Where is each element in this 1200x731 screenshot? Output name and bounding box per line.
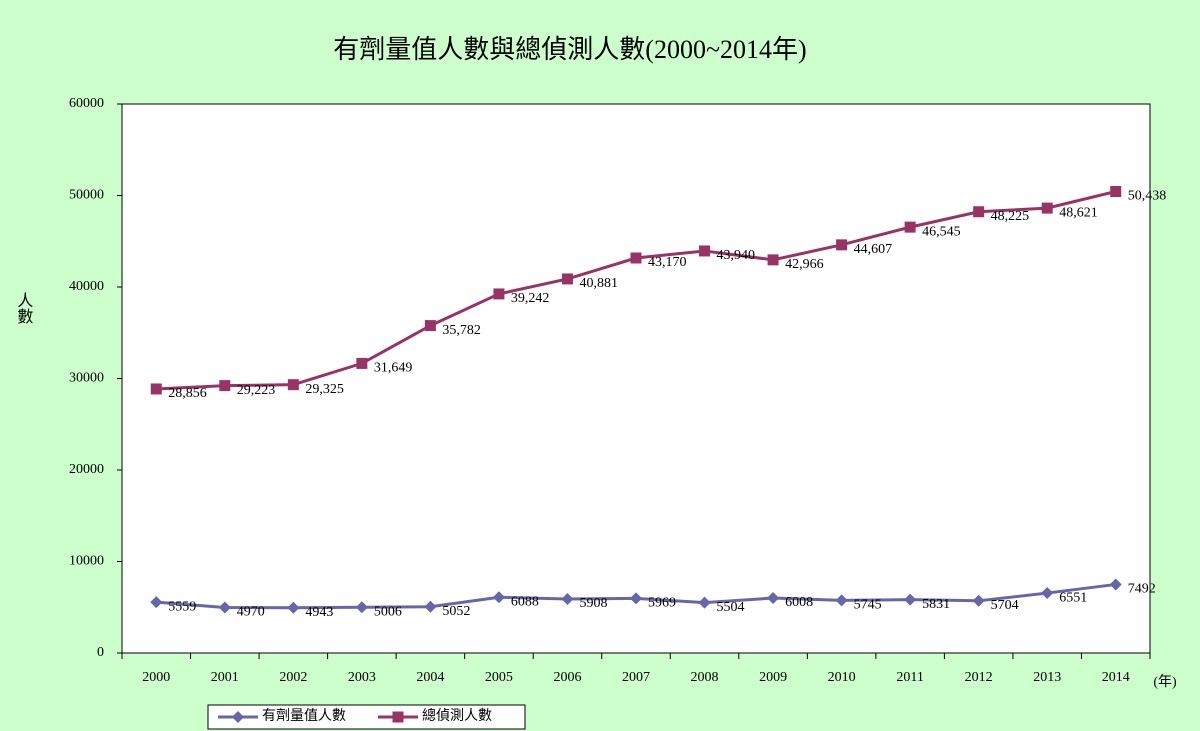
- data-label: 43,170: [648, 255, 687, 270]
- marker: [767, 254, 779, 266]
- data-label: 5006: [374, 604, 402, 619]
- marker: [1041, 587, 1054, 600]
- marker: [561, 592, 574, 605]
- x-axis-label: (年): [1153, 674, 1177, 690]
- y-tick-label: 30000: [69, 371, 104, 386]
- legend: [207, 704, 526, 730]
- x-tick-label: 2006: [553, 670, 581, 685]
- marker: [630, 252, 642, 264]
- data-label: 5504: [717, 600, 745, 615]
- x-tick-label: 2002: [279, 670, 307, 685]
- x-tick-label: 2014: [1102, 670, 1130, 685]
- y-tick-label: 10000: [69, 554, 104, 569]
- data-label: 44,607: [854, 242, 893, 257]
- data-label: 39,242: [511, 291, 550, 306]
- x-tick-label: 2001: [211, 670, 239, 685]
- marker: [287, 379, 299, 391]
- marker: [698, 596, 711, 609]
- legend-label: 總偵測人數: [422, 707, 492, 724]
- data-label: 28,856: [168, 386, 207, 401]
- data-label: 5559: [168, 599, 196, 614]
- x-tick-label: 2013: [1033, 670, 1061, 685]
- data-label: 5908: [579, 596, 607, 611]
- data-label: 5831: [922, 597, 950, 612]
- y-tick-label: 40000: [69, 279, 104, 294]
- marker: [392, 711, 404, 723]
- data-label: 5704: [991, 598, 1019, 613]
- x-tick-label: 2009: [759, 670, 787, 685]
- marker: [561, 273, 573, 285]
- marker: [904, 593, 917, 606]
- marker: [424, 600, 437, 613]
- data-label: 5745: [854, 598, 882, 613]
- marker: [492, 591, 505, 604]
- marker: [356, 357, 368, 369]
- y-tick-label: 0: [97, 645, 104, 660]
- data-label: 4970: [237, 605, 265, 620]
- chart-title: 有劑量值人數與總偵測人數(2000~2014年): [333, 35, 806, 64]
- marker: [973, 206, 985, 218]
- data-label: 5969: [648, 596, 676, 611]
- data-label: 5052: [442, 604, 470, 619]
- data-label: 7492: [1128, 582, 1156, 597]
- marker: [150, 596, 163, 609]
- data-label: 6551: [1059, 590, 1087, 605]
- marker: [493, 288, 505, 300]
- marker: [1041, 202, 1053, 214]
- marker: [232, 711, 244, 723]
- marker: [904, 221, 916, 233]
- data-label: 6008: [785, 595, 813, 610]
- data-label: 6088: [511, 595, 539, 610]
- data-label: 40,881: [579, 276, 618, 291]
- x-tick-label: 2008: [691, 670, 719, 685]
- data-label: 43,940: [717, 248, 756, 263]
- marker: [355, 601, 368, 614]
- marker: [1109, 578, 1122, 591]
- data-label: 46,545: [922, 224, 961, 239]
- x-tick-label: 2003: [348, 670, 376, 685]
- data-label: 35,782: [442, 323, 481, 338]
- marker: [218, 601, 231, 614]
- marker: [1110, 185, 1122, 197]
- x-tick-label: 2010: [828, 670, 856, 685]
- y-tick-label: 60000: [69, 96, 104, 111]
- legend-label: 有劑量值人數: [262, 707, 346, 724]
- data-label: 48,621: [1059, 205, 1098, 220]
- y-tick-label: 50000: [69, 188, 104, 203]
- y-axis-label: 人數: [14, 292, 33, 324]
- marker: [150, 383, 162, 395]
- marker: [424, 320, 436, 332]
- data-label: 50,438: [1128, 189, 1167, 204]
- data-label: 29,325: [305, 382, 344, 397]
- marker: [287, 601, 300, 614]
- marker: [972, 594, 985, 607]
- marker: [219, 380, 231, 392]
- y-tick-label: 20000: [69, 462, 104, 477]
- x-tick-label: 2000: [142, 670, 170, 685]
- data-label: 29,223: [237, 383, 275, 398]
- marker: [836, 239, 848, 251]
- data-label: 48,225: [991, 209, 1030, 224]
- data-label: 31,649: [374, 361, 413, 376]
- x-tick-label: 2007: [622, 670, 650, 685]
- marker: [767, 592, 780, 605]
- marker: [630, 592, 642, 605]
- x-tick-label: 2012: [965, 670, 993, 685]
- x-tick-label: 2004: [416, 670, 444, 685]
- data-label: 42,966: [785, 257, 824, 272]
- x-tick-label: 2005: [485, 670, 513, 685]
- data-label: 4943: [305, 605, 333, 620]
- marker: [835, 594, 848, 607]
- plot-area: [121, 103, 1151, 654]
- x-tick-label: 2011: [896, 670, 923, 685]
- marker: [699, 245, 711, 257]
